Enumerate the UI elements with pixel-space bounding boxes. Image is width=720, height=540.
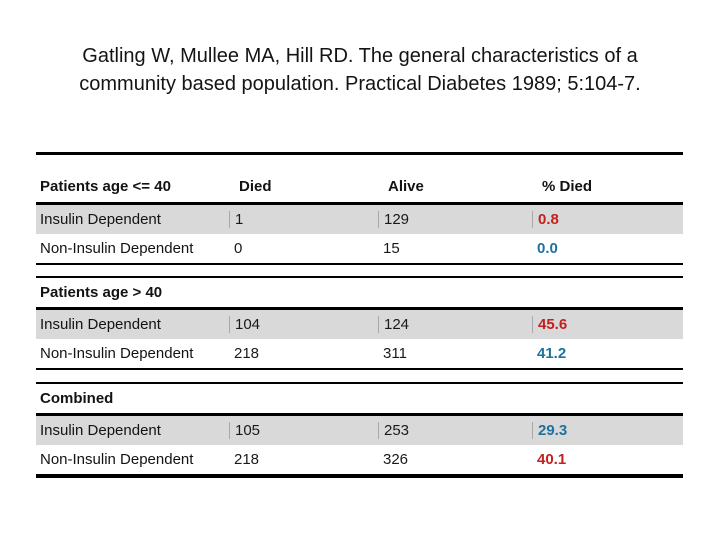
died-value: 218 [234,451,260,468]
slide-title-line-2: community based population. Practical Di… [79,73,641,95]
pct-died-value: 0.8 [532,211,683,228]
section-header-row: Combined [36,384,683,416]
pct-died-value: 0.0 [537,240,558,257]
alive-value: 124 [378,316,532,333]
section-header-row: Patients age > 40 [36,278,683,310]
slide-title: Gatling W, Mullee MA, Hill RD. The gener… [0,42,720,98]
pct-died-value: 41.2 [537,345,567,362]
table-row: Insulin Dependent 105 253 29.3 [36,416,683,445]
row-label: Insulin Dependent [40,422,161,439]
alive-value: 326 [383,451,409,468]
slide-title-line-1: Gatling W, Mullee MA, Hill RD. The gener… [82,45,638,67]
pct-died-value: 29.3 [532,422,683,439]
row-label: Non-Insulin Dependent [40,240,194,257]
row-label: Non-Insulin Dependent [40,451,194,468]
alive-value: 253 [378,422,532,439]
table-row: Non-Insulin Dependent 218 326 40.1 [36,445,683,474]
table-row: Insulin Dependent 1 129 0.8 [36,205,683,234]
table-section-combined: Combined Insulin Dependent 105 253 29.3 … [36,382,683,478]
died-value: 104 [229,316,378,333]
row-label: Insulin Dependent [40,316,161,333]
section-header-label: Patients age > 40 [40,284,163,301]
table-row: Non-Insulin Dependent 218 311 41.2 [36,339,683,368]
alive-value: 15 [383,240,400,257]
died-value: 105 [229,422,378,439]
row-label: Insulin Dependent [40,211,161,228]
section-header-spacer [532,284,683,301]
column-header-died: Died [239,178,272,195]
column-header-group: Patients age <= 40 [40,178,171,195]
section-header-spacer [378,284,532,301]
section-header-spacer [229,390,378,407]
died-value: 218 [234,345,260,362]
section-header-spacer [532,390,683,407]
table-section-age-lte-40: Patients age <= 40 Died Alive % Died Ins… [36,152,683,265]
alive-value: 129 [378,211,532,228]
column-header-pct-died: % Died [542,178,593,195]
column-header-row: Patients age <= 40 Died Alive % Died [36,155,683,205]
died-value: 1 [229,211,378,228]
section-header-label: Combined [40,390,114,407]
section-header-spacer [229,284,378,301]
pct-died-value: 40.1 [537,451,567,468]
alive-value: 311 [383,345,407,362]
section-header-spacer [378,390,532,407]
table-row: Non-Insulin Dependent 0 15 0.0 [36,234,683,263]
pct-died-value: 45.6 [532,316,683,333]
died-value: 0 [234,240,243,257]
row-label: Non-Insulin Dependent [40,345,194,362]
mortality-table: Patients age <= 40 Died Alive % Died Ins… [36,152,683,478]
table-row: Insulin Dependent 104 124 45.6 [36,310,683,339]
table-section-age-gt-40: Patients age > 40 Insulin Dependent 104 … [36,276,683,370]
column-header-alive: Alive [388,178,424,195]
